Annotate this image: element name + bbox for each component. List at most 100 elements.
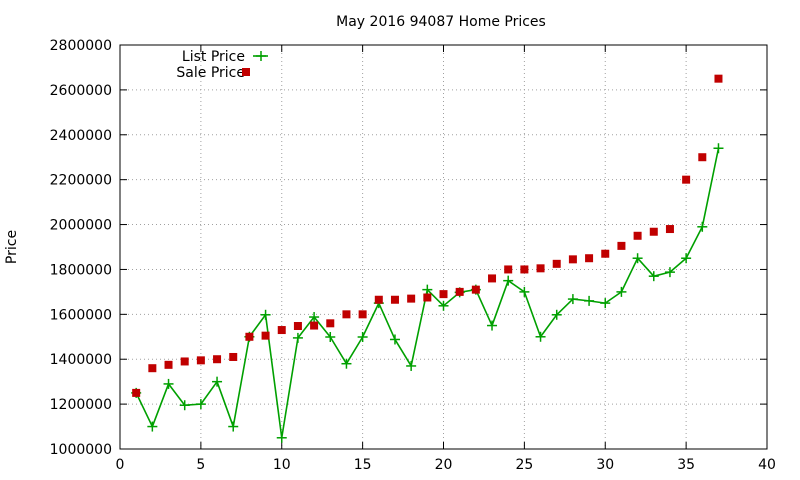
list-price-point [713, 143, 724, 154]
y-tick-label: 2800000 [50, 38, 112, 54]
sale-price-point [229, 352, 238, 361]
list-price-point [648, 271, 659, 282]
sale-price-point [504, 265, 513, 274]
list-price-point [584, 295, 595, 306]
x-tick-label: 40 [758, 457, 776, 473]
sale-price-point [213, 355, 222, 364]
x-tick-label: 20 [435, 457, 453, 473]
sale-price-point [261, 331, 270, 340]
sale-price-point [132, 388, 141, 397]
y-tick-label: 1800000 [50, 262, 112, 278]
list-price-point [519, 286, 530, 297]
list-price-point [357, 332, 368, 343]
sale-price-point [665, 225, 674, 234]
y-tick-label: 2000000 [50, 218, 112, 234]
sale-price-point [245, 332, 254, 341]
legend-label-list-price: List Price [182, 49, 245, 65]
sale-price-point [698, 153, 707, 162]
sale-price-point [585, 254, 594, 263]
list-price-point [600, 298, 611, 309]
x-tick-label: 35 [677, 457, 695, 473]
sale-price-point [164, 360, 173, 369]
list-price-point [341, 358, 352, 369]
legend-marker-sale-price [242, 68, 250, 76]
sale-price-point [293, 322, 302, 331]
sale-price-point [358, 310, 367, 319]
sale-price-point [488, 274, 497, 283]
y-tick-label: 2400000 [50, 128, 112, 144]
sale-price-point [471, 285, 480, 294]
list-price-point [292, 332, 303, 343]
y-axis-title: Price [4, 230, 20, 264]
sale-price-point [601, 249, 610, 258]
list-price-point [309, 312, 320, 323]
sale-price-point [407, 294, 416, 303]
list-price-point [567, 294, 578, 305]
list-price-point [276, 432, 287, 443]
list-price-point [681, 253, 692, 264]
list-price-point [147, 421, 158, 432]
sale-price-point [180, 357, 189, 366]
series-sale-price [132, 74, 723, 397]
list-price-point [664, 267, 675, 278]
x-tick-label: 5 [196, 457, 205, 473]
list-price-point [438, 300, 449, 311]
sale-price-point [536, 264, 545, 273]
x-tick-label: 0 [116, 457, 125, 473]
x-tick-label: 25 [515, 457, 533, 473]
y-tick-label: 2200000 [50, 173, 112, 189]
series-list-price [131, 143, 724, 443]
sale-price-point [342, 310, 351, 319]
sale-price-point [520, 265, 529, 274]
list-price-point [503, 275, 514, 286]
list-price-point [551, 309, 562, 320]
sale-price-point [326, 319, 335, 328]
sale-price-point [310, 321, 319, 330]
sale-price-point [455, 287, 464, 296]
list-price-point [325, 332, 336, 343]
x-tick-label: 10 [273, 457, 291, 473]
list-price-point [260, 309, 271, 320]
y-tick-label: 1200000 [50, 397, 112, 413]
sale-price-point [682, 175, 691, 184]
list-price-point [406, 360, 417, 371]
list-price-point [163, 378, 174, 389]
sale-price-point [633, 231, 642, 240]
sale-price-point [617, 241, 626, 250]
list-price-point [389, 334, 400, 345]
sale-price-point [423, 293, 432, 302]
x-tick-label: 15 [354, 457, 372, 473]
sale-price-point [649, 227, 658, 236]
axes: 1000000 1200000 1400000 1600000 1800000 20000… [50, 38, 776, 473]
list-price-point [632, 253, 643, 264]
sale-price-point [568, 255, 577, 264]
sale-price-point [439, 290, 448, 299]
legend-marker-list-price [256, 51, 266, 61]
list-price-point [535, 331, 546, 342]
x-tick-label: 30 [596, 457, 614, 473]
y-tick-label: 2600000 [50, 83, 112, 99]
list-price-point [697, 221, 708, 232]
list-price-point [422, 284, 433, 295]
list-price-point [228, 421, 239, 432]
legend-label-sale-price: Sale Price [176, 65, 245, 81]
sale-price-point [277, 326, 286, 335]
sale-price-point [552, 259, 561, 268]
list-price-point [616, 286, 627, 297]
y-tick-label: 1400000 [50, 352, 112, 368]
chart-title: May 2016 94087 Home Prices [336, 14, 546, 30]
list-price-point [212, 376, 223, 387]
sale-price-point [196, 356, 205, 365]
grid-lines [120, 45, 767, 449]
sale-price-point [390, 295, 399, 304]
y-tick-label: 1000000 [50, 442, 112, 458]
sale-price-point [714, 74, 723, 83]
list-price-point [195, 399, 206, 410]
series-layer [131, 74, 724, 443]
list-price-point [179, 400, 190, 411]
sale-price-point [374, 295, 383, 304]
list-price-point [487, 320, 498, 331]
